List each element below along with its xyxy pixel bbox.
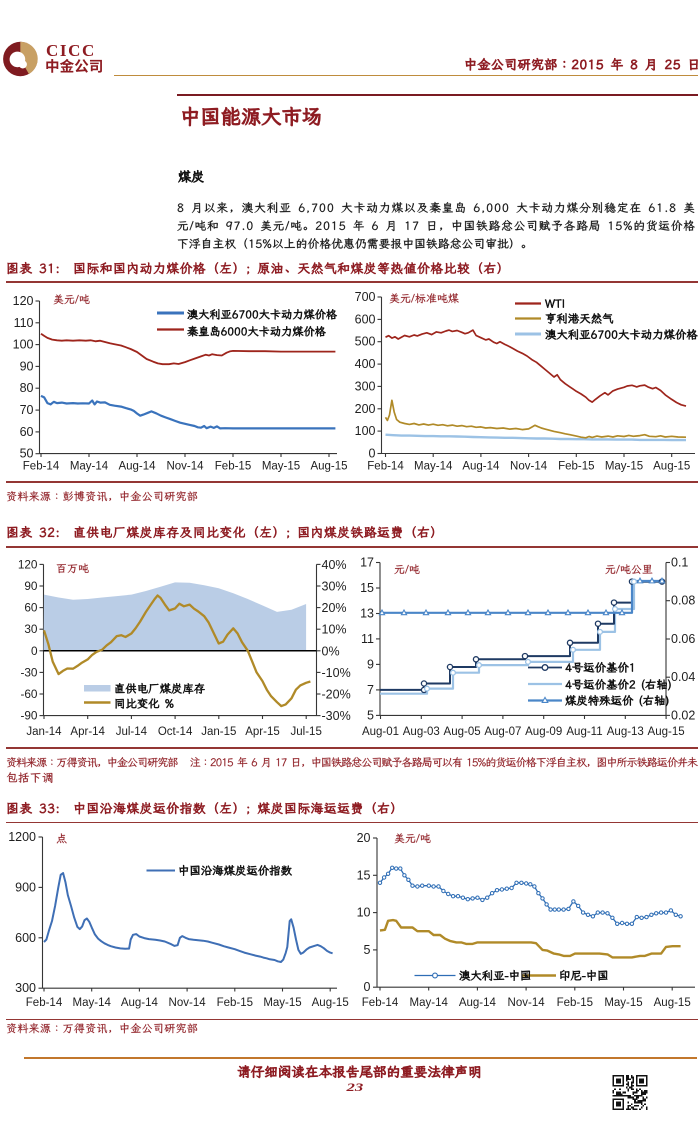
- svg-text:0.08: 0.08: [671, 594, 695, 608]
- svg-text:13: 13: [360, 607, 374, 621]
- svg-text:0.06: 0.06: [671, 632, 695, 646]
- svg-text:Jan-15: Jan-15: [201, 726, 236, 738]
- svg-text:100: 100: [355, 424, 376, 438]
- svg-text:5: 5: [367, 708, 374, 722]
- svg-text:Aug-11: Aug-11: [566, 726, 602, 738]
- svg-text:May-15: May-15: [263, 997, 301, 1009]
- svg-text:0.02: 0.02: [671, 708, 695, 722]
- svg-text:50: 50: [20, 447, 34, 461]
- svg-text:May-15: May-15: [604, 997, 642, 1009]
- svg-text:Aug-15: Aug-15: [310, 461, 347, 473]
- svg-text:0: 0: [369, 447, 376, 461]
- svg-text:30%: 30%: [322, 580, 347, 594]
- svg-text:-90: -90: [20, 709, 37, 723]
- svg-text:Nov-14: Nov-14: [169, 997, 207, 1009]
- svg-text:20%: 20%: [322, 601, 347, 615]
- svg-text:May-15: May-15: [262, 461, 300, 473]
- svg-text:-30: -30: [20, 665, 37, 679]
- svg-text:Aug-01: Aug-01: [362, 726, 399, 738]
- svg-text:Aug-03: Aug-03: [403, 726, 440, 738]
- svg-text:Apr-14: Apr-14: [70, 726, 105, 738]
- svg-text:Aug-09: Aug-09: [525, 726, 562, 738]
- svg-text:20: 20: [357, 831, 371, 845]
- svg-text:90: 90: [20, 359, 34, 373]
- svg-text:0%: 0%: [322, 644, 340, 658]
- svg-text:Nov-14: Nov-14: [166, 461, 204, 473]
- svg-text:9: 9: [367, 657, 374, 671]
- svg-text:17: 17: [360, 556, 374, 570]
- svg-text:Aug-05: Aug-05: [444, 726, 481, 738]
- svg-text:120: 120: [13, 294, 34, 308]
- svg-text:200: 200: [355, 402, 376, 416]
- svg-text:Aug-07: Aug-07: [484, 726, 521, 738]
- svg-text:May-15: May-15: [605, 461, 643, 473]
- svg-text:100: 100: [13, 338, 34, 352]
- svg-text:90: 90: [24, 579, 38, 593]
- svg-text:Aug-13: Aug-13: [607, 726, 644, 738]
- svg-text:900: 900: [15, 880, 36, 894]
- svg-text:Jul-14: Jul-14: [116, 726, 148, 738]
- svg-text:0: 0: [31, 644, 38, 658]
- svg-text:Apr-15: Apr-15: [245, 726, 280, 738]
- svg-text:Oct-14: Oct-14: [158, 726, 193, 738]
- svg-text:5: 5: [364, 943, 371, 957]
- svg-text:Feb-14: Feb-14: [367, 461, 404, 473]
- svg-text:30: 30: [24, 622, 38, 636]
- svg-text:Feb-14: Feb-14: [26, 997, 63, 1009]
- svg-text:-10%: -10%: [322, 666, 351, 680]
- svg-text:-20%: -20%: [322, 688, 351, 702]
- svg-text:300: 300: [15, 981, 36, 995]
- svg-text:Feb-15: Feb-15: [558, 461, 594, 473]
- svg-text:0.04: 0.04: [671, 670, 695, 684]
- svg-text:400: 400: [355, 357, 376, 371]
- svg-text:15: 15: [357, 868, 371, 882]
- svg-text:15: 15: [360, 581, 374, 595]
- svg-text:110: 110: [14, 316, 34, 330]
- svg-text:-30%: -30%: [322, 709, 351, 723]
- svg-text:Nov-14: Nov-14: [510, 461, 548, 473]
- svg-text:Feb-15: Feb-15: [217, 997, 253, 1009]
- svg-text:60: 60: [24, 601, 38, 615]
- svg-text:120: 120: [18, 557, 38, 571]
- svg-text:600: 600: [355, 312, 376, 326]
- svg-text:600: 600: [15, 931, 36, 945]
- svg-text:May-14: May-14: [414, 461, 453, 473]
- svg-text:10%: 10%: [322, 623, 347, 637]
- svg-text:Aug-15: Aug-15: [653, 461, 690, 473]
- svg-text:Aug-15: Aug-15: [312, 997, 349, 1009]
- svg-text:Feb-15: Feb-15: [215, 461, 251, 473]
- svg-text:Jan-14: Jan-14: [26, 726, 62, 738]
- svg-text:1200: 1200: [8, 830, 36, 844]
- svg-text:7: 7: [367, 683, 374, 697]
- svg-text:0.1: 0.1: [671, 556, 688, 570]
- svg-text:40%: 40%: [322, 558, 347, 572]
- svg-text:Aug-14: Aug-14: [121, 997, 159, 1009]
- svg-text:80: 80: [20, 381, 34, 395]
- svg-text:Aug-15: Aug-15: [648, 726, 685, 738]
- svg-text:May-14: May-14: [73, 997, 112, 1009]
- svg-text:May-14: May-14: [410, 997, 449, 1009]
- svg-text:0: 0: [364, 980, 371, 994]
- svg-text:May-14: May-14: [70, 461, 109, 473]
- svg-text:500: 500: [355, 335, 376, 349]
- svg-text:Feb-14: Feb-14: [23, 461, 60, 473]
- svg-text:Feb-15: Feb-15: [557, 997, 593, 1009]
- svg-text:Nov-14: Nov-14: [508, 997, 546, 1009]
- svg-text:Aug-14: Aug-14: [459, 997, 497, 1009]
- svg-text:11: 11: [361, 632, 374, 646]
- svg-text:Jul-15: Jul-15: [291, 726, 322, 738]
- svg-text:Aug-15: Aug-15: [654, 997, 691, 1009]
- svg-text:Aug-14: Aug-14: [462, 461, 500, 473]
- svg-text:700: 700: [355, 290, 376, 304]
- svg-text:70: 70: [20, 403, 34, 417]
- svg-text:300: 300: [355, 379, 376, 393]
- svg-text:10: 10: [357, 906, 371, 920]
- svg-text:Aug-14: Aug-14: [118, 461, 156, 473]
- svg-text:60: 60: [20, 425, 34, 439]
- svg-text:Feb-14: Feb-14: [362, 997, 399, 1009]
- svg-text:-60: -60: [20, 687, 37, 701]
